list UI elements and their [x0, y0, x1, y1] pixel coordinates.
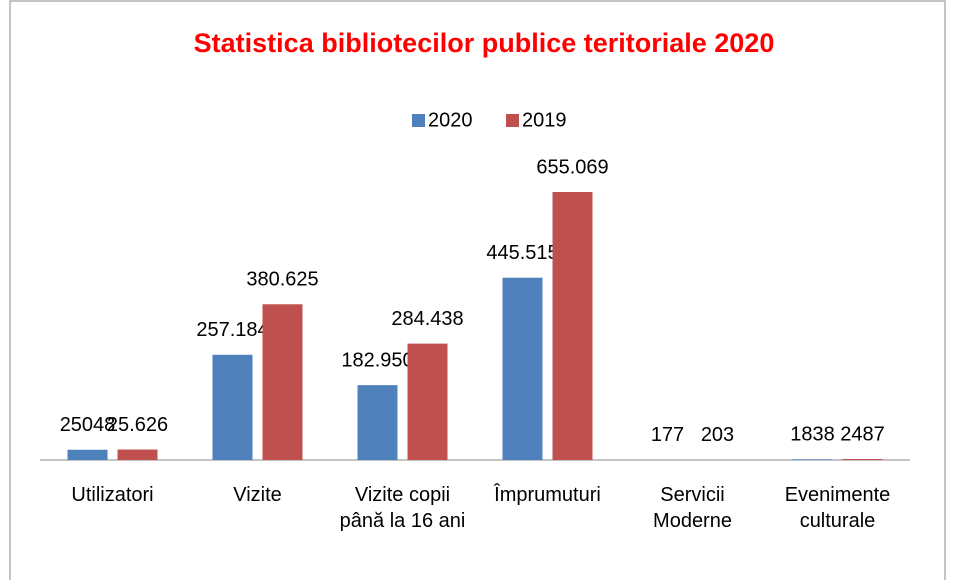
legend-label: 2019 — [522, 109, 567, 131]
bar — [357, 385, 398, 460]
bar — [67, 449, 108, 460]
bar — [842, 458, 883, 460]
bar — [502, 277, 543, 460]
data-label: 380.625 — [246, 269, 318, 291]
x-tick-label: Utilizatori — [71, 484, 154, 506]
data-label: 25.626 — [107, 414, 168, 436]
data-label: 257.184 — [196, 319, 268, 341]
data-label: 1838 — [790, 424, 835, 446]
bar — [552, 191, 593, 460]
legend-label: 2020 — [428, 109, 473, 131]
bar — [212, 354, 253, 460]
chart-title: Statistica bibliotecilor publice teritor… — [194, 28, 775, 58]
x-tick-label: Vizite copii până la 16 ani — [339, 484, 466, 532]
bar — [407, 343, 448, 460]
data-label: 25048 — [60, 414, 116, 436]
x-tick-label: Vizite — [233, 484, 282, 506]
bar — [262, 304, 303, 460]
data-label: 655.069 — [536, 156, 608, 178]
legend-swatch — [506, 114, 519, 127]
data-label: 182.950 — [341, 349, 413, 371]
bar — [792, 459, 833, 460]
data-label: 2487 — [840, 423, 885, 445]
legend-swatch — [412, 114, 425, 127]
x-tick-label: Servicii Moderne — [653, 484, 732, 532]
bar — [117, 449, 158, 460]
data-label: 445.515 — [486, 242, 558, 264]
x-tick-label: Împrumuturi — [494, 484, 601, 506]
data-label: 203 — [701, 424, 734, 446]
x-tick-label: Evenimente culturale — [784, 484, 891, 532]
data-label: 177 — [651, 424, 684, 446]
chart-border — [9, 0, 946, 580]
data-label: 284.438 — [391, 308, 463, 330]
